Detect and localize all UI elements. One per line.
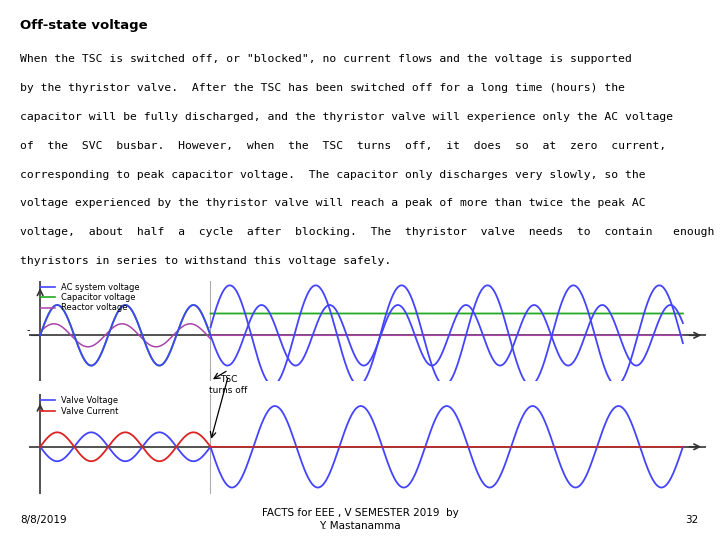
Text: corresponding to peak capacitor voltage.  The capacitor only discharges very slo: corresponding to peak capacitor voltage.… [20,170,646,180]
Text: FACTS for EEE , V SEMESTER 2019  by
Y. Mastanamma: FACTS for EEE , V SEMESTER 2019 by Y. Ma… [261,508,459,531]
Text: capacitor will be fully discharged, and the thyristor valve will experience only: capacitor will be fully discharged, and … [20,112,673,122]
Text: voltage,  about  half  a  cycle  after  blocking.  The  thyristor  valve  needs : voltage, about half a cycle after blocki… [20,227,714,238]
Text: TSC
turns off: TSC turns off [210,375,248,395]
Text: thyristors in series to withstand this voltage safely.: thyristors in series to withstand this v… [20,256,392,266]
Text: of  the  SVC  busbar.  However,  when  the  TSC  turns  off,  it  does  so  at  : of the SVC busbar. However, when the TSC… [20,140,667,151]
Legend: AC system voltage, Capacitor voltage, Reactor voltage: AC system voltage, Capacitor voltage, Re… [40,283,140,313]
Text: 8/8/2019: 8/8/2019 [20,515,67,525]
Legend: Valve Voltage, Valve Current: Valve Voltage, Valve Current [40,396,119,416]
Text: voltage experienced by the thyristor valve will reach a peak of more than twice : voltage experienced by the thyristor val… [20,199,646,208]
Text: Off-state voltage: Off-state voltage [20,19,148,32]
Text: -: - [27,325,30,335]
Text: When the TSC is switched off, or "blocked", no current flows and the voltage is : When the TSC is switched off, or "blocke… [20,54,632,64]
Text: 32: 32 [685,515,698,525]
Text: by the thyristor valve.  After the TSC has been switched off for a long time (ho: by the thyristor valve. After the TSC ha… [20,83,625,93]
